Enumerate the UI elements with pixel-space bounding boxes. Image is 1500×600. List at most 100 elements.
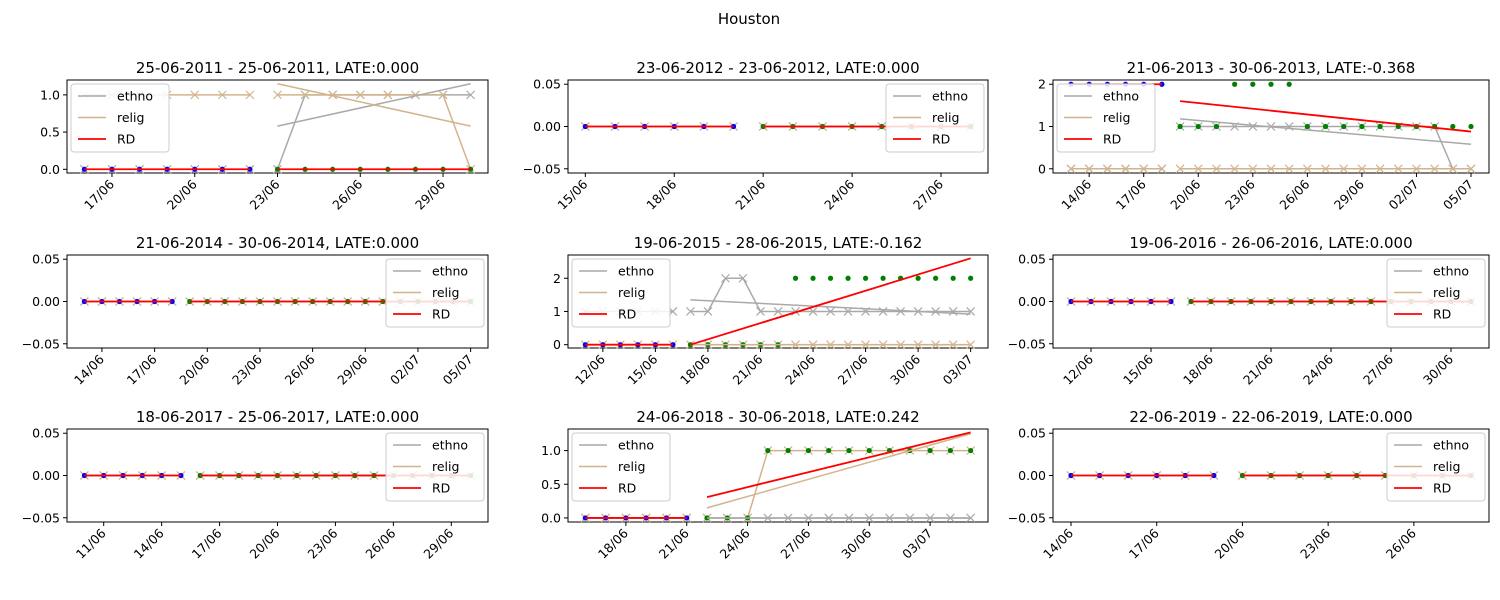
relig-marker	[1084, 164, 1094, 174]
post-outcome-dot	[846, 447, 852, 454]
relig-marker	[355, 90, 365, 100]
x-tick-label: 23/06	[304, 525, 340, 561]
subplot-6: 19-06-2016 - 26-06-2016, LATE:0.000 −0.05…	[1008, 234, 1490, 388]
post-outcome-dot	[1377, 123, 1383, 130]
x-tick-label: 21/06	[730, 351, 766, 387]
series-layer	[580, 431, 976, 523]
legend-label-relig: relig	[1433, 459, 1460, 474]
post-outcome-dot	[1322, 123, 1329, 130]
subplot-title: 18-06-2017 - 25-06-2017, LATE:0.000	[136, 408, 419, 426]
x-tick-label: 11/06	[73, 525, 109, 561]
x-tick-label: 30/06	[1420, 351, 1456, 387]
x-tick-label: 29/06	[334, 351, 370, 387]
x-tick-label: 27/06	[1360, 351, 1396, 387]
x-tick-label: 18/06	[643, 176, 679, 212]
relig-marker	[273, 90, 282, 100]
y-tick-label: −0.05	[22, 510, 60, 525]
legend-box	[885, 83, 985, 153]
x-tick-label: 26/06	[329, 176, 365, 212]
ethno-line-post	[1180, 125, 1471, 170]
post-outcome-dot	[792, 275, 799, 281]
x-tick-label: 14/06	[1040, 525, 1076, 561]
x-tick-label: 23/06	[247, 176, 283, 212]
legend: ethno relig RD	[571, 432, 671, 502]
x-tick-label: 20/06	[164, 176, 200, 212]
y-tick-label: 0	[1038, 161, 1046, 176]
legend-box	[70, 83, 170, 153]
subplot-8: 24-06-2018 - 30-06-2018, LATE:0.242 0.0 0.…	[541, 408, 989, 562]
x-tick-label: 24/06	[1300, 351, 1336, 387]
post-outcome-dot	[805, 447, 812, 454]
post-outcome-dot	[947, 447, 953, 454]
post-outcome-dot	[950, 275, 956, 281]
y-tick-label: 0.0	[40, 162, 60, 177]
x-tick-label: 26/06	[1276, 176, 1312, 212]
subplot-grid: 25-06-2011 - 25-06-2011, LATE:0.000 0.0 0.…	[22, 59, 1490, 562]
x-tick-label: 30/06	[887, 351, 923, 387]
post-outcome-dot	[1304, 123, 1310, 130]
post-outcome-dot	[968, 275, 974, 281]
post-outcome-dot	[915, 275, 921, 281]
x-tick-label: 02/07	[387, 352, 423, 388]
subplot-title: 21-06-2013 - 30-06-2013, LATE:-0.368	[1127, 59, 1416, 77]
ethno-marker	[896, 307, 906, 316]
ethno-marker	[966, 513, 976, 523]
legend: ethno relig RD	[385, 258, 485, 328]
y-tick-label: 2	[1038, 77, 1046, 92]
relig-marker	[190, 90, 200, 100]
legend-label-ethno: ethno	[618, 264, 654, 279]
x-tick-label: 05/07	[440, 352, 476, 388]
legend-label-rd: RD	[117, 132, 135, 147]
legend-label-ethno: ethno	[432, 264, 468, 279]
relig-line-post	[277, 94, 472, 170]
legend-box	[571, 258, 671, 328]
x-tick-label: 20/06	[1211, 525, 1247, 561]
post-outcome-dot	[827, 275, 834, 281]
y-tick-label: 0.00	[1018, 294, 1046, 309]
subplot-4: 21-06-2014 - 30-06-2014, LATE:0.000 −0.05…	[22, 234, 489, 388]
legend-box	[1386, 432, 1486, 502]
x-tick-label: 30/06	[838, 525, 874, 561]
post-outcome-dot	[1286, 81, 1292, 87]
ethno-marker	[826, 307, 835, 316]
series-layer	[1066, 81, 1476, 174]
legend-label-ethno: ethno	[117, 89, 153, 104]
legend-label-ethno: ethno	[1433, 438, 1469, 453]
x-tick-label: 29/06	[1331, 176, 1367, 212]
y-tick-label: 2	[553, 271, 561, 286]
x-tick-label: 23/06	[229, 351, 265, 387]
subplot-title: 19-06-2015 - 28-06-2015, LATE:-0.162	[634, 234, 923, 252]
legend-label-rd: RD	[618, 481, 636, 496]
legend: ethno relig RD	[1386, 432, 1486, 502]
y-tick-label: 0.00	[32, 294, 60, 309]
ethno-marker	[931, 307, 941, 316]
plot-frame	[567, 254, 989, 349]
post-outcome-dot	[187, 298, 193, 305]
x-tick-label: 29/06	[412, 176, 448, 212]
x-tick-label: 17/06	[1113, 176, 1149, 212]
legend-label-ethno: ethno	[932, 89, 968, 104]
relig-marker	[300, 90, 310, 100]
legend: ethno relig RD	[385, 432, 485, 502]
post-outcome-dot	[810, 275, 816, 281]
legend-label-rd: RD	[432, 481, 450, 496]
relig-marker	[328, 90, 338, 100]
x-tick-label: 24/06	[717, 525, 753, 561]
legend-box	[385, 432, 485, 502]
ethno-marker	[686, 307, 695, 316]
relig-fit-line	[277, 82, 471, 127]
legend-label-relig: relig	[932, 110, 959, 125]
x-tick-label: 14/06	[1058, 176, 1094, 212]
legend: ethno relig RD	[885, 83, 985, 153]
figure-title: Houston	[718, 10, 780, 28]
x-tick-label: 05/07	[1440, 177, 1476, 213]
y-tick-label: 1.0	[541, 443, 561, 458]
ethno-marker	[948, 307, 958, 316]
x-tick-label: 15/06	[554, 176, 590, 212]
relig-marker	[966, 340, 976, 350]
relig-marker	[383, 90, 393, 100]
post-outcome-dot	[927, 447, 933, 454]
post-outcome-dot	[1268, 81, 1274, 87]
subplot-title: 19-06-2016 - 26-06-2016, LATE:0.000	[1129, 234, 1412, 252]
y-tick-label: 0.05	[32, 252, 60, 267]
